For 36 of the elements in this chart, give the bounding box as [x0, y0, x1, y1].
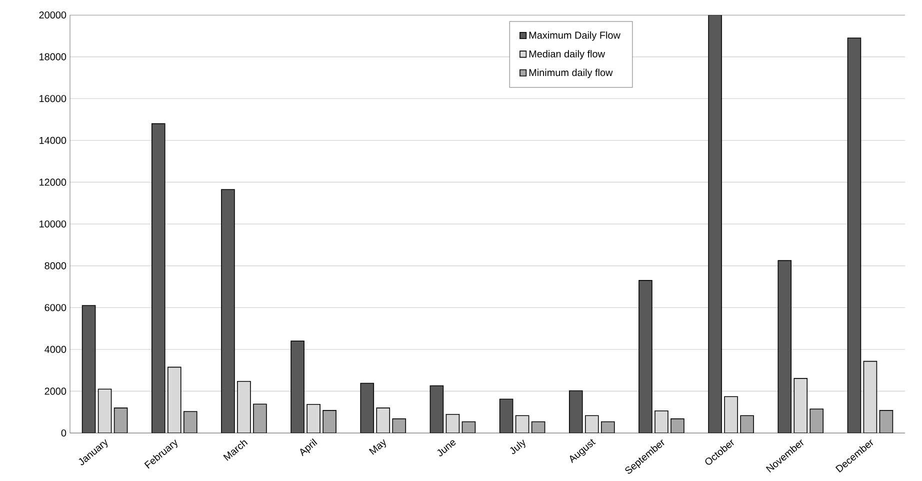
x-tick-label: June — [437, 440, 456, 456]
y-tick-label: 16000 — [40, 95, 66, 102]
bar — [778, 260, 792, 433]
legend-label: Median daily flow — [529, 50, 605, 60]
bar — [499, 398, 514, 433]
bar — [221, 189, 235, 433]
y-tick-label: 18000 — [40, 53, 66, 60]
bar — [847, 38, 862, 433]
bar — [114, 407, 128, 433]
y-tick-label: 14000 — [40, 136, 66, 144]
bar — [568, 390, 583, 433]
legend-label: Minimum daily flow — [529, 68, 613, 78]
bar — [515, 415, 530, 433]
x-tick-label: July — [510, 439, 526, 454]
bar — [430, 385, 444, 433]
bar — [446, 414, 460, 433]
bar — [290, 340, 304, 433]
y-tick-label: 10000 — [40, 220, 66, 228]
bar — [638, 280, 652, 433]
bar — [879, 410, 894, 433]
bar — [151, 123, 166, 433]
bar — [708, 14, 722, 433]
y-tick-label: 6000 — [44, 304, 66, 312]
bar — [253, 404, 267, 433]
x-tick-label: May — [368, 439, 386, 455]
y-tick-label: 4000 — [44, 346, 66, 353]
y-tick-label: 2000 — [44, 388, 66, 395]
y-tick-label: 12000 — [40, 178, 66, 186]
bar — [82, 305, 96, 433]
bar — [724, 396, 738, 433]
y-tick-label: 20000 — [39, 11, 66, 18]
legend-label: Maximum Daily Flow — [529, 31, 620, 41]
bar — [360, 382, 374, 433]
y-tick-label: 0 — [61, 429, 66, 436]
y-tick-label: 8000 — [44, 262, 66, 270]
bar — [654, 410, 668, 433]
